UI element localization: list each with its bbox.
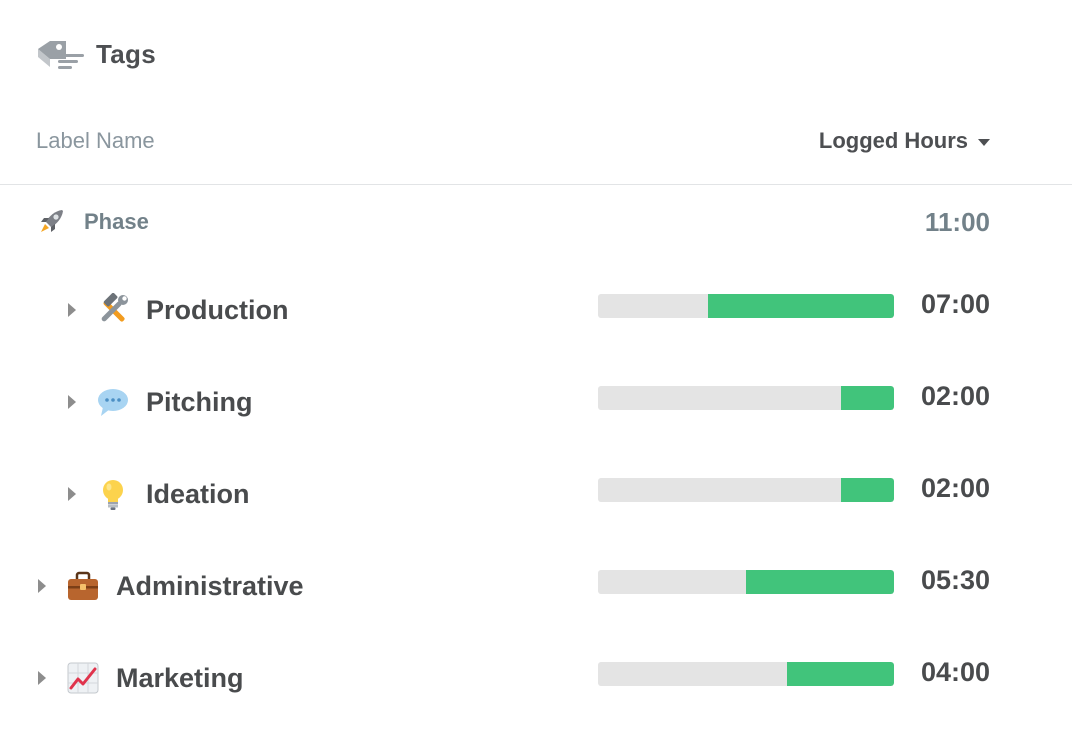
tag-row-production[interactable]: Production <box>68 286 289 334</box>
row-logged-hours: 04:00 <box>920 657 990 687</box>
hours-progress-fill <box>787 662 894 686</box>
light-bulb-icon <box>103 480 123 510</box>
tag-row-pitching[interactable]: Pitching <box>68 378 253 426</box>
hours-progress-fill <box>707 294 894 318</box>
rocket-icon <box>41 210 63 232</box>
tag-row-ideation[interactable]: Ideation <box>68 470 250 518</box>
sort-logged-hours-button[interactable]: Logged Hours <box>819 128 990 154</box>
tag-icon <box>38 41 84 69</box>
tags-header: Tags <box>36 34 156 74</box>
tag-label: Marketing <box>116 662 244 693</box>
chevron-down-icon <box>978 139 990 146</box>
phase-group-row: Phase 11:00 <box>36 200 990 244</box>
hours-progress-fill <box>746 570 894 594</box>
phase-label: Phase <box>84 209 149 234</box>
tag-label: Pitching <box>146 386 253 417</box>
column-header-label-name: Label Name <box>36 128 155 153</box>
row-logged-hours: 02:00 <box>920 473 990 503</box>
hours-progress-fill <box>840 478 894 502</box>
row-logged-hours: 02:00 <box>920 381 990 411</box>
tag-label: Administrative <box>116 570 304 601</box>
expand-arrow-icon[interactable] <box>68 395 76 409</box>
hours-progress-bar <box>598 294 894 318</box>
hours-progress-bar <box>598 570 894 594</box>
hours-progress-bar <box>598 662 894 686</box>
hours-progress-bar <box>598 386 894 410</box>
row-logged-hours: 05:30 <box>920 565 990 595</box>
row-logged-hours: 07:00 <box>920 289 990 319</box>
hours-progress-bar <box>598 478 894 502</box>
chart-increasing-icon <box>67 662 99 694</box>
expand-arrow-icon[interactable] <box>38 579 46 593</box>
expand-arrow-icon[interactable] <box>38 671 46 685</box>
speech-bubble-icon <box>98 389 128 416</box>
expand-arrow-icon[interactable] <box>68 487 76 501</box>
briefcase-icon <box>68 571 98 600</box>
header-divider <box>0 184 1072 185</box>
tag-label: Ideation <box>146 478 250 509</box>
hammer-and-wrench-icon <box>101 293 128 322</box>
expand-arrow-icon[interactable] <box>68 303 76 317</box>
tag-label: Production <box>146 294 289 325</box>
page-title: Tags <box>96 38 156 69</box>
phase-total-hours: 11:00 <box>924 206 990 237</box>
column-header-logged-hours: Logged Hours <box>818 128 968 153</box>
tag-row-marketing[interactable]: Marketing <box>38 654 244 702</box>
hours-progress-fill <box>840 386 894 410</box>
tag-row-administrative[interactable]: Administrative <box>38 562 304 610</box>
